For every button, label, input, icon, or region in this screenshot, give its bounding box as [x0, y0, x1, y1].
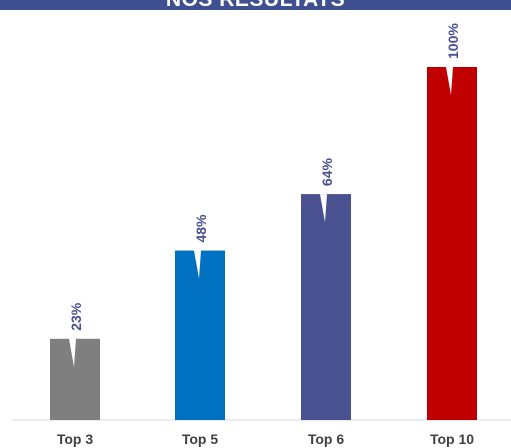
bars-group: [50, 67, 477, 420]
category-label: Top 3: [57, 431, 94, 447]
category-label: Top 10: [430, 431, 474, 447]
bar-chart: 23% 48% 64% 100% Top 3 Top 5 Top 6 Top 10: [12, 23, 511, 447]
bar-top-10: [427, 67, 477, 420]
value-label: 64%: [319, 158, 335, 187]
value-label: 48%: [193, 214, 209, 243]
bar-top-6: [301, 194, 351, 420]
bar-callout-notch: [194, 250, 201, 279]
bar-top-5: [175, 250, 225, 420]
bar-callout-notch: [320, 194, 327, 223]
category-label: Top 5: [182, 431, 219, 447]
category-label: Top 6: [308, 431, 345, 447]
bar-callout-notch: [446, 67, 453, 95]
chart-title: NOS RÉSULTATS: [0, 0, 511, 10]
title-bar: NOS RÉSULTATS: [0, 0, 511, 10]
value-label: 100%: [445, 23, 461, 59]
value-label: 23%: [68, 302, 84, 331]
tick-labels-group: Top 3 Top 5 Top 6 Top 10: [57, 431, 474, 447]
bar-callout-notch: [69, 338, 76, 367]
value-labels-group: 23% 48% 64% 100%: [68, 23, 461, 331]
